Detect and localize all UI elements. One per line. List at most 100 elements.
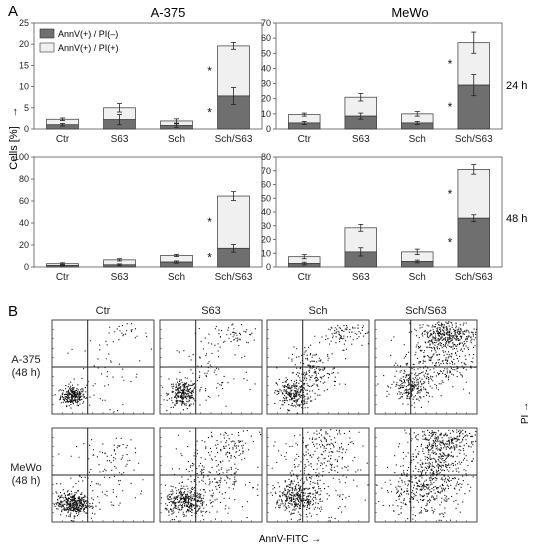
x-tick-label: S63 — [352, 272, 370, 283]
y-tick-label: 20 — [19, 240, 29, 250]
flow-row-label: (48 h) — [12, 475, 41, 487]
x-tick-label: S63 — [111, 134, 129, 145]
y-tick-label: 100 — [14, 152, 29, 162]
y-tick-label: 40 — [261, 207, 271, 217]
flow-plot — [159, 427, 263, 523]
x-tick-label: Sch/S63 — [455, 134, 493, 145]
flow-column-title: Sch — [309, 305, 328, 317]
x-tick-label: Sch/S63 — [455, 272, 493, 283]
y-tick-label: 20 — [19, 39, 29, 49]
flow-plot — [51, 427, 155, 523]
legend-label-late: AnnV(+) / PI(+) — [58, 43, 119, 53]
y-tick-label: 20 — [261, 235, 271, 245]
significance-star-early: * — [207, 251, 212, 265]
bar-panel-a-375-24h: 0 5 10 15 20 25 Ctr S63 Sch Sch/S63 * * — [19, 18, 263, 145]
flow-column-title: Ctr — [96, 305, 111, 317]
x-tick-label: Ctr — [56, 134, 70, 145]
y-tick-label: 60 — [261, 180, 271, 190]
plot-frame — [275, 22, 503, 130]
y-tick-label: 70 — [261, 18, 271, 28]
x-tick-label: Ctr — [298, 272, 312, 283]
y-axis-label-group: Cells [%] → — [8, 107, 20, 170]
x-tick-label: Sch — [168, 272, 185, 283]
y-tick-label: 0 — [266, 262, 271, 272]
flow-y-axis-label: PI → — [520, 402, 531, 424]
flow-plot — [374, 319, 478, 415]
y-tick-label: 20 — [261, 94, 271, 104]
significance-star-early: * — [448, 100, 453, 114]
flow-plot — [159, 319, 263, 415]
y-tick-label: 10 — [261, 248, 271, 258]
flow-row-label: A-375 — [11, 354, 40, 366]
significance-star-early: * — [207, 105, 212, 119]
time-label-48h: 48 h — [506, 213, 527, 225]
flow-plot — [374, 427, 478, 523]
y-tick-label: 10 — [19, 82, 29, 92]
flow-events — [274, 324, 369, 415]
flow-column-title: Sch/S63 — [405, 305, 447, 317]
x-tick-label: Sch — [409, 134, 426, 145]
flow-plot — [266, 427, 370, 523]
cell-line-title-mewo: MeWo — [391, 5, 428, 20]
y-tick-label: 40 — [19, 218, 29, 228]
bar-segment-late — [217, 195, 250, 249]
significance-star-early: * — [448, 236, 453, 250]
significance-star-late: * — [207, 215, 212, 229]
flow-events — [161, 430, 262, 522]
flow-row-label: (48 h) — [12, 367, 41, 379]
flow-plot — [266, 319, 370, 415]
bar-panel-mewo-24h: 0 10 20 30 40 50 60 70 Ctr S63 Sch Sch/S63 * * — [261, 18, 503, 145]
y-tick-label: 50 — [261, 48, 271, 58]
x-tick-label: Sch — [409, 272, 426, 283]
y-tick-label: 80 — [261, 152, 271, 162]
y-tick-label: 25 — [19, 18, 29, 28]
y-tick-label: 30 — [261, 79, 271, 89]
flow-column-title: S63 — [201, 305, 221, 317]
y-tick-label: 60 — [19, 196, 29, 206]
time-label-24h: 24 h — [506, 80, 527, 92]
y-axis-arrow: → — [8, 107, 20, 118]
x-tick-label: Ctr — [298, 134, 312, 145]
x-tick-label: Ctr — [56, 272, 70, 283]
x-tick-label: Sch/S63 — [215, 272, 253, 283]
x-tick-label: Sch/S63 — [215, 134, 253, 145]
flow-plot — [51, 319, 155, 415]
y-tick-label: 0 — [266, 124, 271, 134]
flow-events — [53, 437, 144, 522]
x-tick-label: S63 — [352, 134, 370, 145]
y-tick-label: 70 — [261, 166, 271, 176]
flow-y-axis-label-group: PI → — [520, 402, 531, 424]
flow-x-axis-label: AnnV-FITC → — [259, 534, 321, 545]
y-tick-label: 15 — [19, 60, 29, 70]
legend-swatch-early — [39, 28, 55, 39]
legend-swatch-late — [39, 42, 55, 53]
panel-b-label: B — [8, 303, 18, 320]
legend-label-early: AnnV(+) / PI(–) — [58, 29, 118, 39]
plot-frame — [33, 22, 263, 130]
bar-panel-mewo-48h: 0 10 20 30 40 50 60 70 80 Ctr S63 Sch Sch/S63 * * — [261, 152, 503, 283]
panel-a-label: A — [8, 3, 18, 20]
y-tick-label: 60 — [261, 33, 271, 43]
flow-row-label: MeWo — [10, 462, 42, 474]
significance-star-late: * — [448, 57, 453, 71]
y-tick-label: 40 — [261, 63, 271, 73]
y-tick-label: 0 — [24, 262, 29, 272]
significance-star-late: * — [207, 64, 212, 78]
y-tick-label: 5 — [24, 103, 29, 113]
x-tick-label: S63 — [111, 272, 129, 283]
y-tick-label: 10 — [261, 109, 271, 119]
y-tick-label: 30 — [261, 221, 271, 231]
plot-frame — [33, 156, 263, 268]
y-tick-label: 80 — [19, 174, 29, 184]
significance-star-late: * — [448, 187, 453, 201]
cell-line-title-a375: A-375 — [151, 5, 186, 20]
legend: AnnV(+) / PI(–) AnnV(+) / PI(+) — [39, 28, 119, 53]
bar-segment-early — [457, 217, 490, 268]
y-axis-label: Cells [%] — [8, 126, 20, 169]
flow-events — [377, 321, 477, 408]
bar-segment-late — [457, 169, 490, 219]
